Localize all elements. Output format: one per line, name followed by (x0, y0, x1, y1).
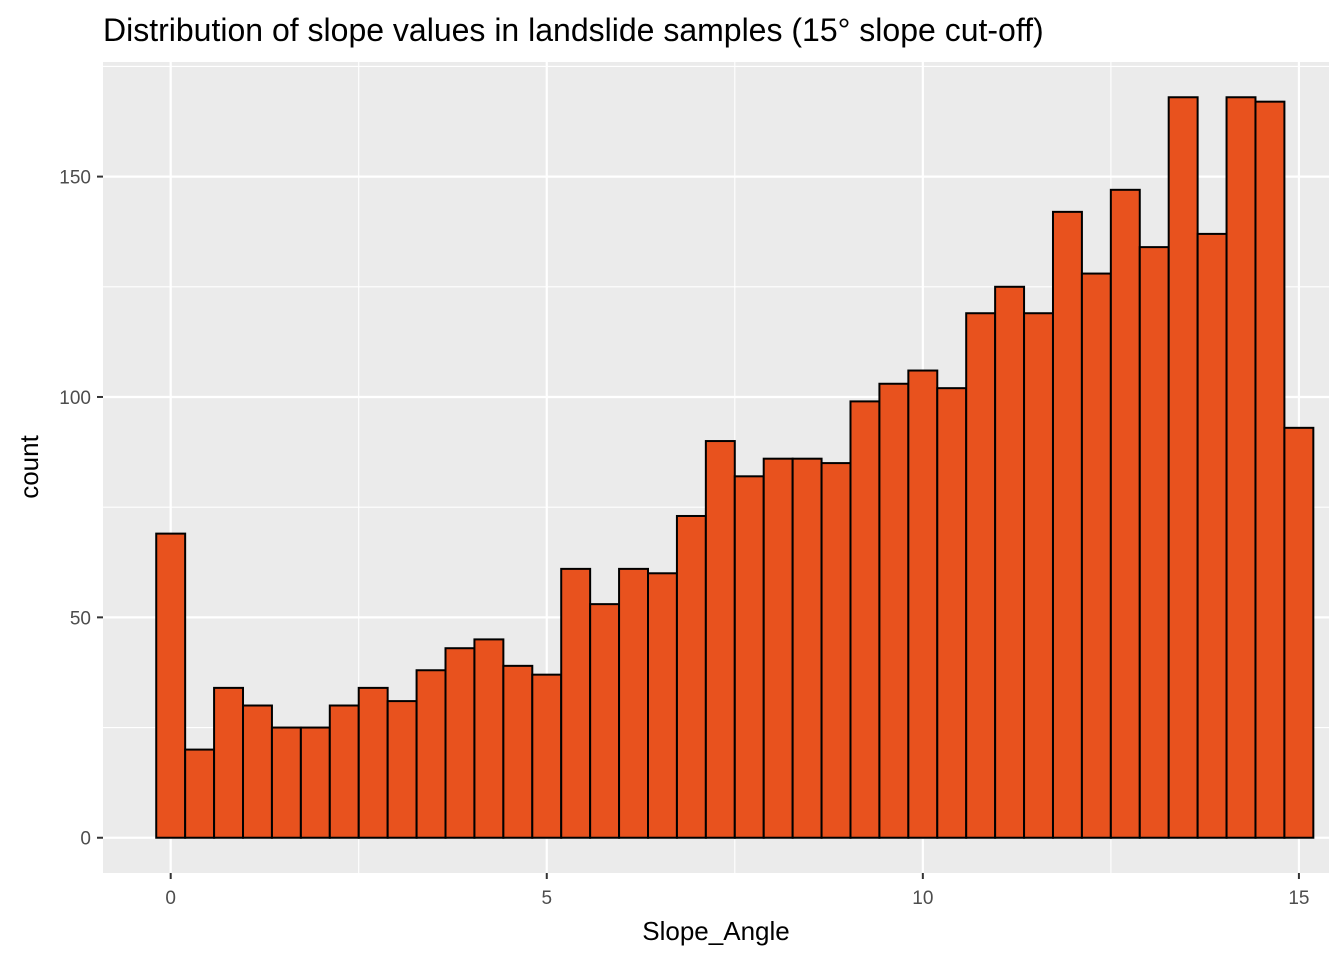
x-axis-title: Slope_Angle (642, 916, 789, 946)
y-tick-label: 100 (59, 388, 91, 409)
histogram-bar (791, 457, 823, 839)
histogram-bar (646, 572, 678, 839)
histogram-bar (589, 603, 621, 839)
histogram-bar (1254, 100, 1286, 839)
histogram-bar (1225, 96, 1257, 839)
histogram-bar (531, 673, 563, 839)
x-axis: 0 5 10 15 (165, 873, 1309, 909)
histogram-bar (1167, 96, 1199, 839)
histogram-bar (1138, 246, 1170, 839)
histogram-bar (762, 457, 794, 839)
chart-title: Distribution of slope values in landslid… (103, 12, 1044, 48)
x-tick-label: 10 (912, 888, 933, 909)
histogram-bar (1080, 272, 1112, 839)
histogram-bar (242, 704, 273, 839)
histogram-bar (907, 369, 939, 839)
x-tick-label: 0 (165, 888, 176, 909)
histogram-bar (994, 285, 1026, 839)
y-axis: 0 50 100 150 (59, 168, 103, 850)
histogram-bar (1023, 312, 1054, 839)
histogram-bar (560, 567, 592, 839)
histogram-bar (704, 440, 736, 839)
histogram-bar (849, 400, 881, 839)
y-tick-label: 50 (70, 608, 91, 629)
histogram-bar (155, 532, 187, 839)
histogram-bar (270, 726, 302, 839)
histogram-bar (386, 700, 418, 839)
x-tick-label: 15 (1288, 888, 1309, 909)
histogram-bar (675, 514, 707, 839)
histogram-bars (155, 96, 1315, 839)
histogram-bar (820, 462, 852, 839)
histogram-bar (184, 748, 216, 839)
y-tick-label: 0 (80, 829, 91, 850)
histogram-bar (1196, 232, 1228, 839)
histogram-bar (965, 312, 997, 839)
y-tick-label: 150 (59, 168, 91, 189)
histogram-bar (415, 669, 447, 839)
histogram-bar (1283, 426, 1315, 839)
histogram-bar (357, 686, 389, 839)
histogram-bar (328, 704, 360, 839)
y-axis-title: count (14, 434, 44, 498)
histogram-bar (299, 726, 331, 839)
histogram-bar (502, 664, 534, 839)
histogram-bar (473, 638, 505, 839)
histogram-bar (1109, 188, 1141, 839)
histogram-bar (936, 387, 968, 839)
histogram-bar (213, 686, 245, 839)
histogram-bar (1051, 210, 1083, 839)
histogram-bar (618, 567, 649, 839)
histogram-bar (733, 475, 765, 839)
x-tick-label: 5 (541, 888, 552, 909)
histogram-bar (444, 647, 476, 839)
histogram-bar (878, 382, 910, 839)
